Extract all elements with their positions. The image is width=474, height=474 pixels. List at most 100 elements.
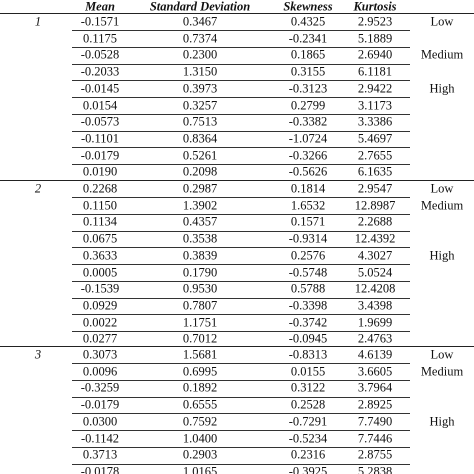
group-label: 1 [34, 14, 42, 29]
cell: 1.0400 [182, 431, 218, 445]
level-label: Medium [420, 47, 464, 62]
row-line [72, 280, 410, 282]
cell: 0.1571 [290, 214, 326, 229]
cell: 1.6532 [290, 198, 326, 213]
row-line [72, 80, 410, 82]
cell: -0.0179 [80, 148, 120, 163]
cell: -0.3266 [288, 148, 328, 163]
row-line [72, 230, 410, 232]
cell: 0.5788 [290, 281, 326, 296]
cell: 0.0675 [82, 231, 118, 246]
cell: 0.4325 [290, 14, 326, 29]
cell: 0.3633 [82, 248, 118, 263]
cell: -0.9314 [288, 231, 328, 246]
cell: 0.2098 [182, 164, 218, 179]
cell: 7.7446 [357, 431, 393, 445]
level-label: High [429, 248, 455, 263]
cell: -0.2341 [288, 31, 328, 46]
row-line [72, 413, 410, 415]
cell: -0.0178 [80, 464, 120, 474]
row-line [72, 197, 410, 199]
cell: 5.2838 [357, 464, 393, 474]
cell: 12.4392 [354, 231, 396, 246]
cell: -0.1142 [80, 431, 120, 445]
cell: 5.0524 [357, 265, 393, 279]
cell: 4.6139 [357, 347, 393, 362]
row-line [72, 47, 410, 49]
cell: 0.1790 [182, 265, 218, 279]
row-line [72, 297, 410, 299]
cell: 0.0154 [82, 98, 118, 112]
cell: 0.6555 [182, 397, 218, 412]
cell: 0.0005 [82, 265, 118, 279]
cell: 3.6605 [357, 364, 393, 379]
cell: 0.2316 [290, 447, 326, 462]
cell: 0.2300 [182, 47, 218, 62]
cell: -0.5748 [288, 265, 328, 279]
cell: 0.7807 [182, 298, 218, 313]
cell: 0.0022 [82, 315, 118, 330]
cell: 0.0190 [82, 164, 118, 179]
cell: 3.3386 [357, 114, 393, 129]
level-label: Medium [420, 364, 464, 379]
cell: 6.1181 [358, 64, 392, 79]
cell: 0.9530 [182, 281, 218, 296]
cell: 0.1814 [290, 181, 326, 196]
cell: 0.1892 [182, 380, 218, 395]
cell: -0.3398 [288, 298, 328, 313]
group-separator [0, 180, 474, 181]
cell: 0.3122 [290, 380, 326, 395]
cell: 6.1635 [357, 164, 393, 179]
cell: 0.7513 [182, 114, 218, 129]
cell: 0.2268 [82, 181, 118, 196]
column-header: Standard Deviation [149, 0, 251, 14]
cell: -0.0179 [80, 397, 120, 412]
cell: 2.9422 [357, 81, 393, 96]
cell: 4.3027 [357, 248, 393, 263]
column-header: Kurtosis [353, 0, 397, 14]
level-label: Medium [420, 198, 464, 213]
cell: -0.8313 [288, 347, 328, 362]
cell: 0.3073 [82, 347, 118, 362]
cell: -0.2033 [80, 64, 120, 79]
cell: 0.8364 [182, 131, 218, 146]
cell: 3.1173 [358, 98, 392, 112]
row-line [72, 330, 410, 332]
cell: -0.3259 [80, 380, 120, 395]
cell: -0.5234 [288, 431, 328, 445]
row-line [72, 163, 410, 165]
cell: 0.0155 [290, 364, 326, 379]
column-header: Mean [85, 0, 115, 14]
column-header: Skewness [283, 0, 333, 14]
row-line [72, 380, 410, 382]
level-label: Low [430, 14, 454, 29]
cell: 0.1175 [83, 31, 117, 46]
cell: 0.3713 [82, 447, 118, 462]
level-label: Low [430, 181, 454, 196]
cell: 0.3467 [182, 14, 218, 29]
cell: 1.3902 [182, 198, 218, 213]
row-line [72, 147, 410, 149]
row-line [72, 214, 410, 216]
cell: 0.0096 [82, 364, 118, 379]
row-line [72, 264, 410, 266]
cell: 0.0277 [82, 331, 118, 346]
cell: 2.6940 [357, 47, 393, 62]
row-line [72, 430, 410, 432]
cell: 2.9547 [357, 181, 393, 196]
row-line [72, 63, 410, 65]
cell: -0.3123 [288, 81, 328, 96]
group-separator [0, 346, 474, 347]
cell: 12.4208 [354, 281, 396, 296]
cell: -0.1101 [80, 131, 120, 146]
cell: -0.5626 [288, 164, 328, 179]
cell: 1.1751 [182, 315, 218, 330]
cell: 1.9699 [357, 315, 393, 330]
group-label: 3 [34, 347, 42, 362]
cell: 0.2987 [182, 181, 218, 196]
cell: 0.1865 [290, 47, 326, 62]
cell: 1.5681 [182, 347, 218, 362]
cell: 3.7964 [357, 380, 393, 395]
cell: -0.3925 [288, 464, 328, 474]
cell: 0.3973 [182, 81, 218, 96]
